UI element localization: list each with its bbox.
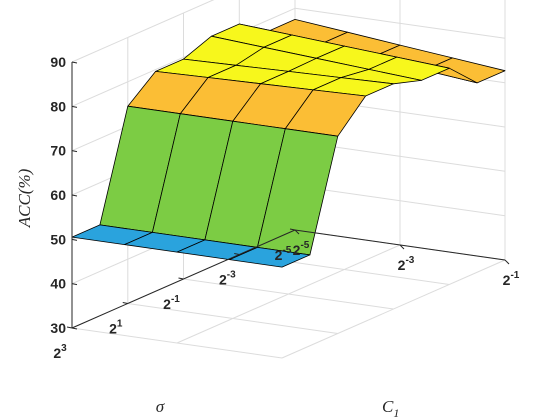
tick-exponent: -5 <box>300 240 309 251</box>
surface-layer <box>71 18 506 268</box>
power-tick-label: 2-5 <box>275 245 292 263</box>
power-tick-label: 2-3 <box>398 255 415 273</box>
z-tick-label: 40 <box>50 276 66 292</box>
z-tick-label: 80 <box>50 98 66 114</box>
surface-face <box>229 246 311 268</box>
z-tick-label: 70 <box>50 143 66 159</box>
power-tick-label: 2-5 <box>293 240 310 258</box>
tick-exponent: -3 <box>227 270 236 281</box>
tick-exponent: -1 <box>171 294 180 305</box>
sigma-tick-mark <box>234 253 240 255</box>
y-axis-label: σ <box>156 397 165 416</box>
x-axis-label: C1 <box>382 397 399 420</box>
z-tick-label: 60 <box>50 187 66 203</box>
sigma-tick-mark <box>289 228 296 231</box>
tick-base: 2 <box>275 247 283 263</box>
z-tick-mark <box>71 105 78 108</box>
sigma-tick-mark <box>178 277 184 280</box>
power-tick-label: 23 <box>53 343 67 361</box>
tick-base: 2 <box>109 321 117 337</box>
z-tick-mark <box>71 61 78 64</box>
x-axis-label-subscript: 1 <box>393 406 399 420</box>
tick-exponent: 3 <box>61 343 67 354</box>
sigma-tick-mark <box>66 326 73 329</box>
tick-exponent: -3 <box>405 255 414 266</box>
z-tick-mark <box>71 238 78 241</box>
tick-base: 2 <box>219 272 227 288</box>
tick-base: 2 <box>398 257 406 273</box>
sigma-tick-mark <box>122 302 128 304</box>
grid-line <box>71 327 283 359</box>
tick-exponent: -1 <box>510 270 519 281</box>
c1-tick-mark <box>399 244 405 250</box>
z-tick-mark <box>71 327 78 330</box>
z-tick-mark <box>71 150 78 153</box>
c1-tick-mark <box>504 259 510 265</box>
z-axis-label: ACC(%) <box>15 168 34 228</box>
z-tick-label: 30 <box>50 320 66 336</box>
power-tick-label: 2-1 <box>503 270 520 288</box>
power-tick-label: 2-1 <box>163 294 180 312</box>
tick-base: 2 <box>293 242 301 258</box>
z-tick-mark <box>71 283 78 286</box>
grid-line <box>127 303 338 334</box>
power-tick-label: 21 <box>109 319 123 337</box>
c1-tick-mark <box>294 229 300 235</box>
tick-exponent: -5 <box>282 245 291 256</box>
tick-base: 2 <box>163 296 171 312</box>
z-tick-mark <box>71 194 78 197</box>
grid-line <box>183 278 394 310</box>
tick-exponent: 1 <box>117 319 123 330</box>
z-tick-label: 50 <box>50 231 66 247</box>
tick-base: 2 <box>503 272 511 288</box>
tick-base: 2 <box>53 345 61 361</box>
z-tick-label: 90 <box>50 54 66 70</box>
x-axis-label-main: C <box>382 397 394 416</box>
power-tick-label: 2-3 <box>219 270 236 288</box>
